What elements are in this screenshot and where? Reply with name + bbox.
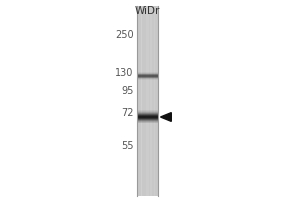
Text: WiDr: WiDr bbox=[134, 6, 160, 16]
Text: 72: 72 bbox=[121, 108, 134, 118]
Bar bbox=[136, 122, 158, 123]
Bar bbox=[136, 118, 158, 119]
Bar bbox=[136, 120, 158, 121]
Polygon shape bbox=[160, 113, 171, 121]
Text: 250: 250 bbox=[115, 30, 134, 40]
Bar bbox=[136, 116, 158, 117]
Bar bbox=[136, 111, 158, 112]
Bar bbox=[136, 119, 158, 120]
Bar bbox=[136, 115, 158, 116]
Text: 55: 55 bbox=[121, 141, 134, 151]
Bar bbox=[136, 114, 158, 115]
Bar bbox=[136, 112, 158, 113]
Bar bbox=[136, 6, 158, 196]
Bar bbox=[136, 110, 158, 111]
Text: 95: 95 bbox=[121, 86, 134, 96]
Text: 130: 130 bbox=[115, 68, 134, 78]
Bar bbox=[136, 113, 158, 114]
Bar bbox=[136, 121, 158, 122]
Bar bbox=[136, 117, 158, 118]
